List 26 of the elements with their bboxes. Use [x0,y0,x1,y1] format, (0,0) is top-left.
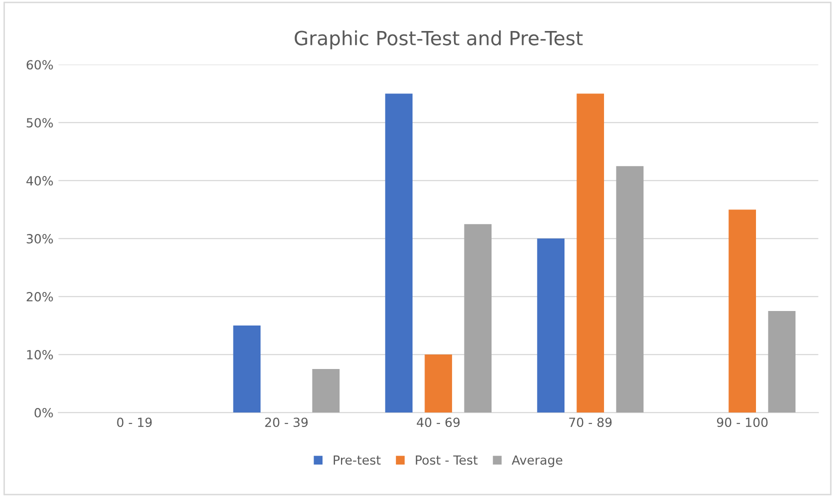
bar [537,238,565,413]
bar [576,94,604,413]
x-tick-label: 70 - 89 [569,418,612,428]
y-tick-label: 30% [26,234,53,244]
legend-label: Pre-test [334,455,381,465]
y-tick-label: 10% [27,350,53,360]
y-tick-label: 40% [26,176,53,186]
bar [312,369,340,413]
x-tick-label: 20 - 39 [265,418,308,428]
bar [728,210,756,413]
bar [464,224,492,413]
x-tick-label: 40 - 69 [416,418,460,428]
bar [233,326,261,413]
bar [385,94,413,413]
legend-label: Average [512,455,562,468]
chart-title: Graphic Post-Test and Pre-Test [294,30,583,50]
y-tick-label: 50% [26,118,53,128]
x-tick-label: 90 - 100 [716,418,768,428]
x-tick-label: 0 - 19 [117,418,152,428]
y-tick-label: 60% [26,60,53,70]
bar [424,354,452,413]
bar [616,166,644,413]
y-tick-label: 0% [34,408,53,418]
legend-label: Post - Test [416,455,478,465]
bar [768,311,796,413]
y-tick-label: 20% [26,292,53,302]
